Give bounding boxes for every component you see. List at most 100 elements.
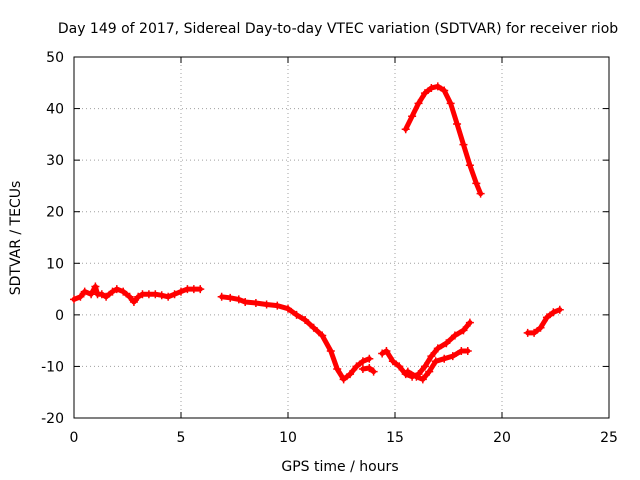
series-segment-1: [70, 282, 205, 306]
data-point: [401, 125, 410, 134]
data-point: [365, 354, 374, 363]
data-point: [177, 287, 185, 296]
x-axis-title: GPS time / hours: [281, 459, 398, 475]
data-point: [448, 352, 457, 361]
data-point: [157, 291, 166, 300]
data-point: [465, 161, 474, 170]
data-point: [70, 295, 78, 304]
data-point: [431, 357, 440, 366]
series-segment-5: [403, 346, 472, 384]
plot-frame: [73, 56, 610, 419]
data-point: [472, 179, 481, 188]
data-point: [408, 112, 417, 121]
y-tick-label: -10: [41, 359, 64, 375]
data-point: [108, 287, 117, 296]
series-segment-2: [217, 292, 374, 384]
data-point: [284, 304, 292, 313]
data-point: [420, 362, 429, 371]
data-point: [555, 305, 564, 314]
series-segment-6: [401, 82, 485, 198]
data-point: [119, 287, 128, 296]
y-tick-label: 20: [46, 205, 64, 221]
data-point: [388, 357, 397, 366]
data-point: [382, 346, 391, 355]
data-point: [352, 362, 361, 371]
data-point: [196, 285, 205, 294]
data-point: [326, 346, 335, 355]
data-point: [125, 292, 134, 301]
x-tick-label: 25: [600, 430, 618, 446]
data-point: [433, 82, 442, 91]
data-point: [442, 339, 451, 348]
y-tick-label: 40: [46, 102, 64, 118]
data-point: [346, 370, 355, 379]
data-point: [403, 367, 412, 376]
chart-title: Day 149 of 2017, Sidereal Day-to-day VTE…: [58, 21, 618, 37]
data-point: [151, 290, 160, 299]
data-point: [91, 282, 100, 291]
data-point: [129, 297, 138, 306]
data-point: [339, 375, 348, 384]
data-point: [226, 293, 235, 302]
data-point: [333, 365, 342, 374]
data-point: [309, 323, 318, 332]
data-point: [378, 349, 387, 358]
data-point: [358, 365, 367, 374]
data-point: [440, 86, 449, 95]
data-point: [450, 331, 459, 340]
series-segment-4: [378, 318, 474, 381]
data-point: [273, 301, 282, 310]
data-point: [459, 140, 468, 149]
x-tick-label: 15: [386, 430, 404, 446]
data-point: [418, 375, 427, 384]
x-tick-label: 10: [279, 430, 297, 446]
data-point: [549, 308, 558, 317]
data-point: [170, 290, 179, 299]
data-point: [427, 83, 436, 92]
data-point: [446, 99, 455, 108]
data-point: [425, 367, 434, 376]
y-tick-label: 10: [46, 256, 64, 272]
data-point: [292, 310, 301, 319]
series-line: [379, 320, 473, 380]
data-point: [463, 346, 472, 355]
y-tick-label: 0: [55, 308, 64, 324]
data-point: [465, 318, 474, 327]
data-point: [542, 313, 551, 322]
data-point: [433, 344, 442, 353]
data-point: [530, 328, 539, 337]
data-point: [301, 316, 310, 325]
data-point: [112, 285, 121, 294]
y-axis-title: SDTVAR / TECUs: [8, 181, 24, 296]
y-tick-label: 30: [46, 153, 64, 169]
y-tick-label: 50: [46, 50, 64, 66]
axis-ticks: 0 5 10 15 20 25 -20 -10 0 10 20 30 40 50: [41, 50, 618, 446]
data-point: [102, 292, 111, 301]
data-point: [318, 331, 327, 340]
data-point: [536, 323, 545, 332]
x-tick-label: 20: [493, 430, 511, 446]
data-point: [395, 362, 404, 371]
data-point: [453, 120, 462, 129]
data-point: [369, 367, 378, 376]
data-point: [76, 292, 85, 301]
data-point: [476, 189, 485, 198]
data-point: [262, 300, 271, 309]
data-series: [70, 82, 564, 384]
y-tick-label: -20: [41, 411, 64, 427]
data-point: [412, 372, 421, 381]
series-segment-7: [523, 305, 564, 337]
data-point: [217, 292, 226, 301]
data-point: [80, 287, 89, 296]
data-point: [440, 354, 449, 363]
data-point: [234, 295, 243, 304]
data-point: [358, 357, 367, 366]
grid: [74, 57, 609, 418]
x-tick-label: 0: [70, 430, 79, 446]
series-segment-3: [358, 363, 378, 376]
data-point: [414, 99, 423, 108]
data-point: [427, 352, 436, 361]
data-point: [241, 297, 250, 306]
